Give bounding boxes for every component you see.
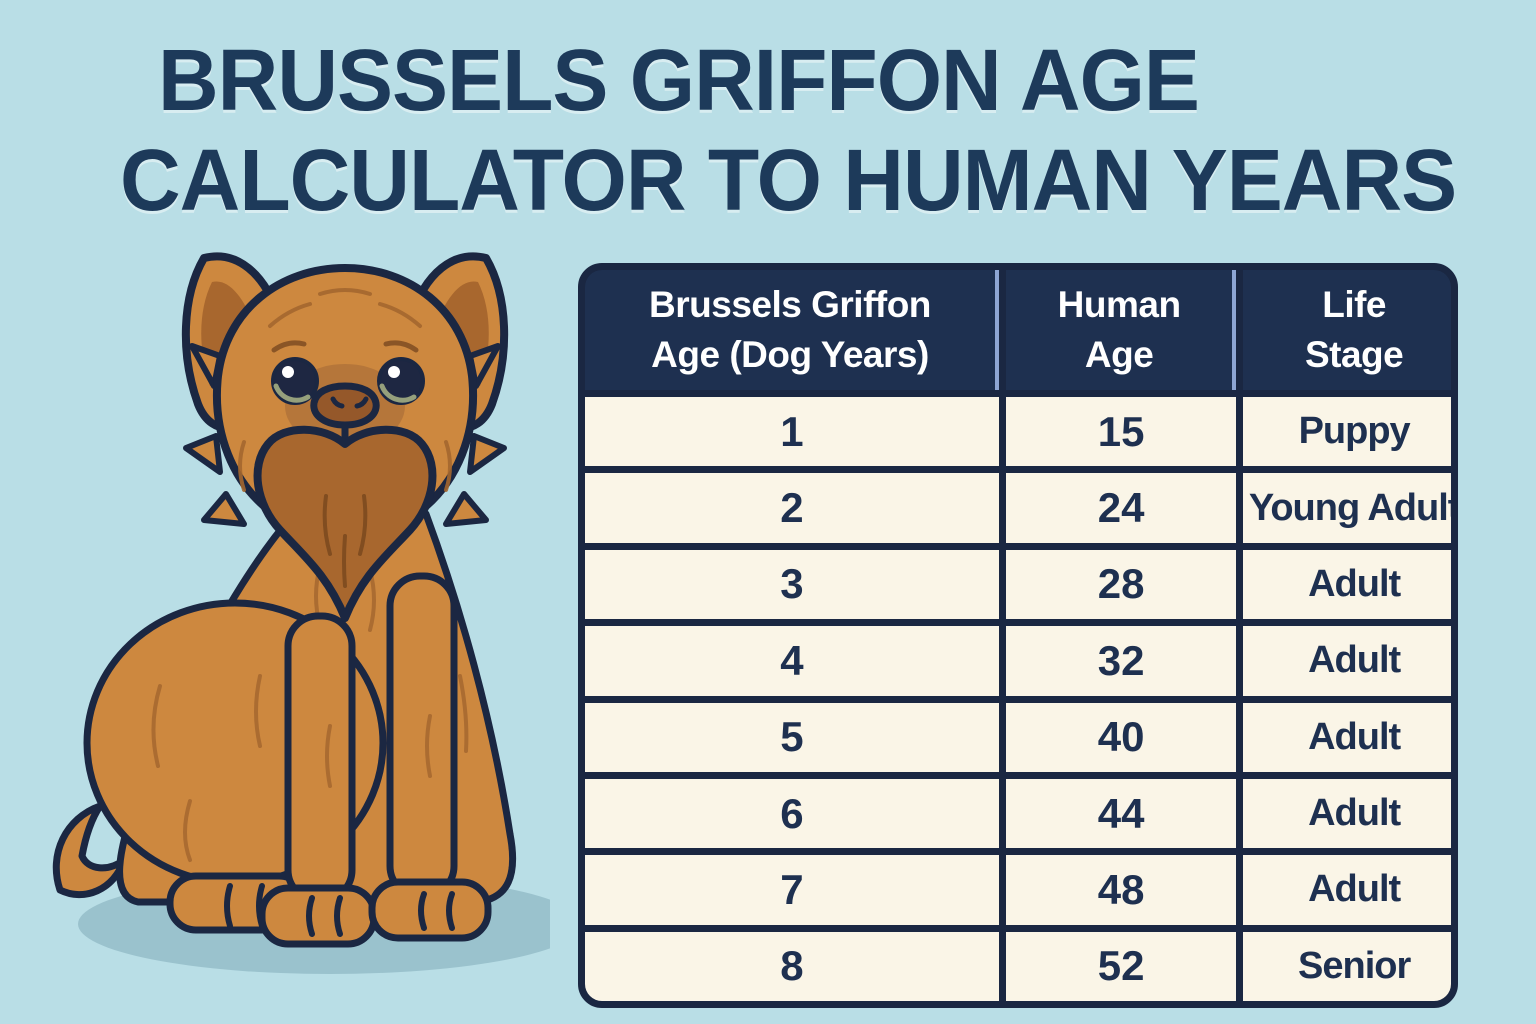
brussels-griffon-illustration (52, 252, 550, 974)
cell-dog-years: 1 (585, 397, 999, 467)
cell-life-stage: Young Adult (1243, 473, 1451, 543)
cell-life-stage: Adult (1243, 778, 1451, 849)
column-header-dog-years-line1: Brussels Griffon (649, 284, 931, 325)
dog-front-legs (258, 572, 492, 948)
page-title-line2: CALCULATOR TO HUMAN YEARS (120, 130, 1457, 229)
cell-life-stage: Senior (1243, 931, 1451, 1001)
age-conversion-table: Brussels Griffon Age (Dog Years) Human A… (578, 263, 1458, 1008)
cell-human-age: 48 (1005, 855, 1237, 925)
cell-life-stage: Adult (1243, 855, 1451, 925)
page-title-line1: BRUSSELS GRIFFON AGE (158, 31, 1200, 129)
cell-dog-years: 5 (585, 702, 999, 772)
cell-dog-years: 7 (585, 855, 999, 925)
page-title: BRUSSELS GRIFFON AGE CALCULATOR TO HUMAN… (120, 30, 1480, 230)
dog-nose (310, 382, 380, 448)
cell-life-stage: Adult (1243, 626, 1451, 696)
column-header-dog-years: Brussels Griffon Age (Dog Years) (585, 270, 999, 390)
cell-human-age: 28 (1005, 549, 1237, 620)
cell-dog-years: 4 (585, 626, 999, 696)
cell-human-age: 44 (1005, 778, 1237, 849)
cell-life-stage: Puppy (1243, 397, 1451, 467)
cell-human-age: 15 (1005, 397, 1237, 467)
cell-dog-years: 2 (585, 473, 999, 543)
cell-human-age: 52 (1005, 931, 1237, 1001)
cell-human-age: 24 (1005, 473, 1237, 543)
dog-eye-right (377, 357, 425, 405)
cell-life-stage: Adult (1243, 549, 1451, 620)
cell-human-age: 32 (1005, 626, 1237, 696)
column-header-human-age: Human Age (1005, 270, 1237, 390)
cell-life-stage: Adult (1243, 702, 1451, 772)
dog-beard (253, 425, 437, 622)
cell-dog-years: 6 (585, 778, 999, 849)
column-header-life-stage: Life Stage (1243, 270, 1451, 390)
column-header-human-age-line1: Human (1057, 284, 1181, 325)
column-header-life-stage-line2: Stage (1304, 334, 1404, 375)
cell-human-age: 40 (1005, 702, 1237, 772)
column-header-life-stage-line1: Life (1322, 284, 1386, 325)
column-header-dog-years-line2: Age (Dog Years) (651, 334, 929, 375)
cell-dog-years: 8 (585, 931, 999, 1001)
column-header-human-age-line2: Age (1084, 334, 1154, 375)
dog-eye-left (271, 357, 319, 405)
cell-dog-years: 3 (585, 549, 999, 620)
